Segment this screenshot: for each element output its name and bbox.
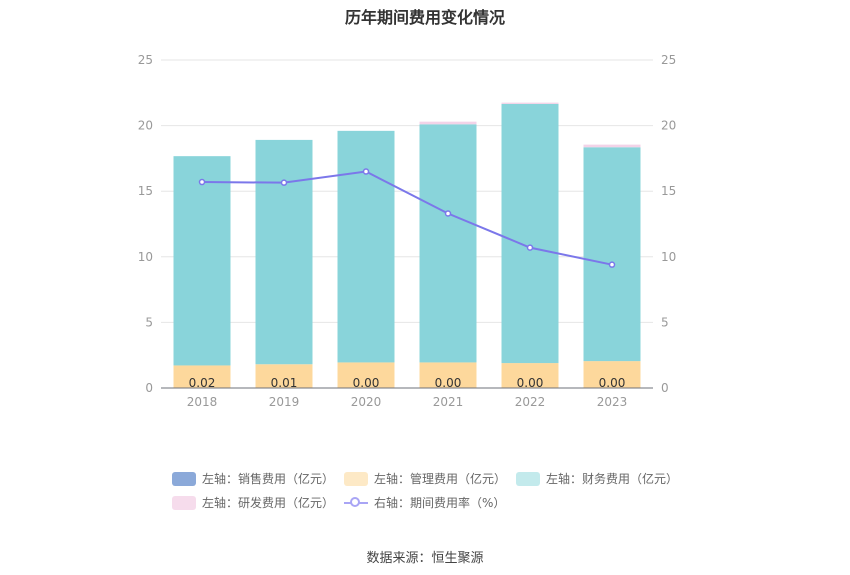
x-tick-label: 2020 (351, 395, 382, 409)
x-tick-label: 2018 (187, 395, 218, 409)
right-tick-label: 5 (661, 315, 669, 329)
rate-point-2018 (198, 178, 206, 186)
bar-2-2023 (583, 147, 641, 362)
bar-3-2021 (419, 121, 477, 125)
data-label-sales: 0.02 (189, 376, 216, 390)
right-tick-label: 15 (661, 184, 676, 198)
data-labels: 0.02 0.01 0.00 0.00 0.00 0.00 (189, 376, 626, 390)
bar-2-2018 (173, 156, 231, 366)
legend-item-admin[interactable]: 左轴：管理费用（亿元） (344, 470, 506, 487)
right-tick-label: 0 (661, 381, 669, 395)
legend-item-rnd[interactable]: 左轴：研发费用（亿元） (172, 494, 334, 511)
legend-swatch-admin (344, 471, 368, 486)
rate-polyline (201, 170, 613, 266)
legend-label-finance: 左轴：财务费用（亿元） (546, 472, 679, 486)
rate-line (198, 168, 616, 268)
bar-2-2022 (501, 103, 559, 364)
legend-item-finance[interactable]: 左轴：财务费用（亿元） (516, 470, 678, 487)
x-tick-label: 2023 (597, 395, 628, 409)
bar-2-2021 (419, 124, 477, 363)
bar-1-2018 (173, 365, 231, 388)
left-tick-label: 5 (145, 315, 153, 329)
bar-3-2022 (501, 102, 559, 104)
legend-item-rate[interactable]: 右轴：期间费用率（%） (344, 494, 505, 511)
bar-3-2023 (583, 144, 641, 148)
left-tick-label: 0 (145, 381, 153, 395)
bar-stacks (173, 102, 641, 389)
legend-swatch-rate (344, 496, 368, 510)
bar-1-2023 (583, 361, 641, 388)
x-tick-label: 2021 (433, 395, 464, 409)
bar-1-2020 (337, 362, 395, 388)
data-label-sales: 0.00 (599, 376, 626, 390)
left-tick-label: 15 (138, 184, 153, 198)
legend-swatch-finance (516, 471, 540, 486)
rate-point-2022 (526, 244, 534, 251)
rate-point-2021 (444, 210, 452, 217)
grid-lines (161, 59, 653, 323)
data-label-sales: 0.00 (517, 376, 544, 390)
right-tick-label: 25 (661, 53, 676, 67)
left-tick-label: 25 (138, 53, 153, 67)
rate-point-2019 (280, 179, 288, 186)
left-tick-label: 20 (138, 119, 153, 133)
bar-2-2019 (255, 139, 313, 365)
legend-label-sales: 左轴：销售费用（亿元） (202, 472, 335, 486)
rate-point-2023 (608, 261, 616, 268)
bar-1-2022 (501, 363, 559, 388)
legend-swatch-rnd (172, 495, 196, 510)
x-tick-label: 2022 (515, 395, 546, 409)
rate-point-2020 (362, 168, 370, 175)
legend-label-rnd: 左轴：研发费用（亿元） (202, 496, 335, 510)
right-tick-label: 20 (661, 119, 676, 133)
legend-item-sales[interactable]: 左轴：销售费用（亿元） (172, 470, 334, 487)
data-label-sales: 0.00 (353, 376, 380, 390)
axes: 0 5 10 15 20 25 0 5 10 15 20 25 2018 2019 2020 2021 2022… (138, 53, 677, 409)
chart-title: 历年期间费用变化情况 (344, 8, 505, 27)
data-label-sales: 0.01 (271, 376, 298, 390)
legend-label-rate: 右轴：期间费用率（%） (374, 496, 506, 510)
right-tick-label: 10 (661, 250, 676, 264)
legend-label-admin: 左轴：管理费用（亿元） (374, 472, 507, 486)
legend-swatch-sales (172, 471, 196, 486)
bar-1-2019 (255, 364, 313, 388)
left-tick-label: 10 (138, 250, 153, 264)
source-note: 数据来源：恒生聚源 (366, 551, 484, 566)
data-label-sales: 0.00 (435, 376, 462, 390)
bar-2-2020 (337, 130, 395, 363)
bar-1-2021 (419, 362, 477, 388)
x-tick-label: 2019 (269, 395, 300, 409)
